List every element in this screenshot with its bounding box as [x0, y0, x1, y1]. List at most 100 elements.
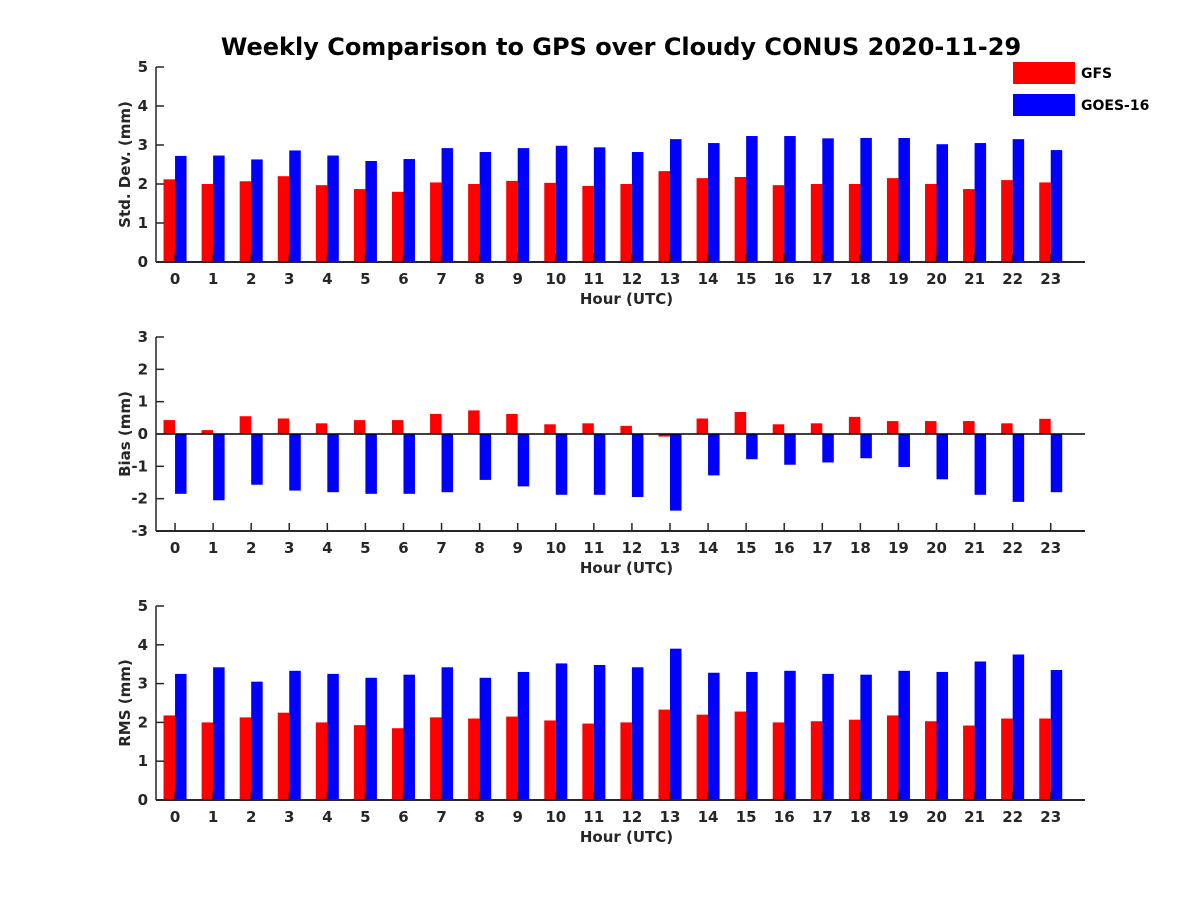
bar-gfs-hour-1 [201, 722, 214, 800]
x-tick-label: 1 [208, 808, 218, 826]
y-tick-label: 5 [138, 597, 148, 615]
bar-goes-16-hour-17 [822, 673, 834, 800]
y-tick-label: 3 [138, 136, 148, 154]
bar-gfs-hour-20 [925, 184, 937, 262]
y-tick-label: 1 [138, 393, 148, 411]
x-tick-label: 16 [774, 539, 795, 557]
bar-gfs-hour-4 [315, 722, 328, 800]
x-tick-label: 19 [888, 808, 909, 826]
bar-gfs-hour-21 [963, 725, 975, 800]
y-tick-label: 0 [138, 425, 148, 443]
bar-goes-16-hour-19 [898, 670, 910, 800]
bar-goes-16-hour-17 [822, 138, 834, 262]
bar-goes-16-hour-13 [670, 139, 682, 262]
bar-gfs-hour-7 [430, 413, 442, 434]
bar-goes-16-hour-1 [213, 434, 225, 501]
x-tick-label: 5 [360, 808, 370, 826]
bar-goes-16-hour-9 [517, 148, 530, 262]
x-tick-label: 21 [964, 270, 985, 288]
bar-goes-16-hour-7 [441, 148, 454, 262]
bar-goes-16-hour-5 [365, 434, 377, 494]
bar-gfs-hour-2 [239, 416, 252, 434]
bar-goes-16-hour-8 [479, 152, 492, 262]
x-tick-label: 6 [398, 539, 408, 557]
bar-gfs-hour-3 [277, 712, 290, 800]
x-tick-label: 17 [812, 808, 833, 826]
y-tick-label: 0 [138, 253, 148, 271]
x-tick-label: 0 [170, 539, 180, 557]
x-tick-label: 9 [512, 539, 522, 557]
x-tick-label: 16 [774, 808, 795, 826]
x-tick-label: 20 [926, 808, 947, 826]
legend-swatch-goes-16 [1013, 94, 1075, 116]
x-axis-label: Hour (UTC) [580, 290, 673, 308]
bar-gfs-hour-0 [163, 715, 176, 800]
bar-gfs-hour-14 [696, 178, 709, 262]
x-tick-label: 23 [1040, 270, 1061, 288]
bar-gfs-hour-6 [391, 191, 404, 262]
bar-goes-16-hour-16 [784, 136, 796, 262]
bar-gfs-hour-13 [658, 709, 670, 800]
x-tick-label: 10 [545, 270, 566, 288]
y-tick-label: 3 [138, 328, 148, 346]
bar-gfs-hour-7 [430, 717, 442, 800]
x-tick-label: 23 [1040, 808, 1061, 826]
bar-goes-16-hour-11 [593, 147, 606, 262]
x-tick-label: 22 [1002, 808, 1023, 826]
x-tick-label: 17 [812, 270, 833, 288]
x-tick-label: 9 [512, 808, 522, 826]
x-tick-label: 12 [621, 808, 642, 826]
x-tick-label: 14 [698, 539, 719, 557]
bar-goes-16-hour-21 [974, 434, 987, 495]
bar-goes-16-hour-14 [708, 434, 720, 476]
bar-gfs-hour-21 [963, 189, 975, 262]
x-tick-label: 19 [888, 270, 909, 288]
bar-goes-16-hour-0 [175, 155, 187, 262]
y-tick-label: 0 [138, 791, 148, 809]
bar-gfs-hour-10 [544, 182, 556, 262]
y-tick-label: 4 [138, 97, 148, 115]
bar-goes-16-hour-1 [213, 155, 225, 262]
y-axis-label: Std. Dev. (mm) [116, 101, 134, 228]
x-tick-label: 11 [583, 270, 604, 288]
bar-gfs-hour-5 [353, 725, 366, 800]
bar-gfs-hour-3 [277, 176, 290, 262]
bar-gfs-hour-6 [391, 728, 404, 800]
bar-gfs-hour-20 [925, 721, 937, 800]
bar-goes-16-hour-19 [898, 137, 910, 262]
bar-gfs-hour-1 [201, 430, 214, 434]
y-tick-label: 3 [138, 675, 148, 693]
bar-goes-16-hour-23 [1050, 434, 1063, 493]
bar-goes-16-hour-18 [860, 434, 872, 459]
bar-gfs-hour-3 [277, 418, 290, 434]
bar-goes-16-hour-2 [251, 159, 263, 262]
x-tick-label: 12 [621, 539, 642, 557]
bar-gfs-hour-2 [239, 181, 252, 262]
bar-gfs-hour-13 [658, 434, 670, 437]
x-tick-label: 14 [698, 808, 719, 826]
y-axis-label: Bias (mm) [116, 391, 134, 477]
x-tick-label: 10 [545, 808, 566, 826]
bar-gfs-hour-5 [353, 420, 366, 434]
bar-gfs-hour-18 [848, 184, 861, 262]
x-tick-label: 0 [170, 270, 180, 288]
bar-gfs-hour-11 [582, 185, 594, 262]
x-tick-label: 18 [850, 539, 871, 557]
x-tick-label: 5 [360, 270, 370, 288]
y-tick-label: 2 [138, 713, 148, 731]
x-tick-label: 12 [621, 270, 642, 288]
x-axis-label: Hour (UTC) [580, 828, 673, 846]
bar-goes-16-hour-0 [175, 434, 187, 494]
x-tick-label: 3 [284, 808, 294, 826]
bar-goes-16-hour-9 [517, 671, 530, 800]
bar-gfs-hour-18 [848, 416, 861, 434]
x-tick-label: 11 [583, 808, 604, 826]
bar-gfs-hour-11 [582, 723, 594, 800]
bar-gfs-hour-23 [1039, 418, 1051, 434]
x-tick-label: 9 [512, 270, 522, 288]
bar-goes-16-hour-20 [936, 144, 949, 262]
bar-goes-16-hour-12 [631, 152, 644, 262]
bar-goes-16-hour-5 [365, 160, 377, 262]
